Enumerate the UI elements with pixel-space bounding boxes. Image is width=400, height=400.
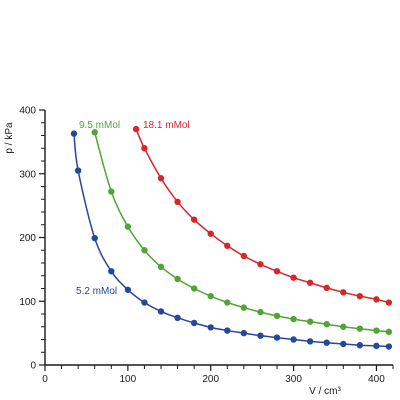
- data-point-series-2: [257, 261, 264, 268]
- data-point-series-1: [385, 328, 393, 336]
- data-point-series-1: [108, 188, 115, 195]
- x-tick-label: 100: [120, 374, 137, 385]
- data-point-series-2: [190, 216, 198, 223]
- x-axis-title: V / cm³: [309, 386, 341, 397]
- x-tick-label: 300: [285, 374, 302, 385]
- data-point-series-0: [91, 234, 98, 242]
- series-label-18-1-mmol: 18.1 mMol: [143, 120, 190, 131]
- data-point-series-1: [323, 321, 330, 328]
- x-axis-ticks: 0 100 200 300 400: [42, 365, 394, 385]
- data-point-series-0: [207, 324, 214, 331]
- data-point-series-0: [290, 336, 297, 343]
- data-point-series-1: [157, 263, 165, 271]
- data-point-series-2: [373, 296, 380, 303]
- data-point-series-2: [157, 175, 165, 182]
- y-axis-title: p / kPa: [4, 122, 15, 154]
- data-point-series-0: [174, 314, 181, 322]
- data-point-series-2: [240, 252, 248, 260]
- data-point-series-1: [190, 285, 198, 292]
- data-point-series-1: [141, 247, 148, 254]
- x-tick-label: 400: [368, 374, 385, 385]
- data-point-series-1: [224, 299, 231, 306]
- data-point-series-2: [340, 289, 347, 296]
- x-tick-label: 200: [202, 374, 219, 385]
- series-label-5-2-mmol: 5.2 mMol: [76, 286, 117, 297]
- data-point-series-2: [323, 284, 330, 292]
- data-point-series-0: [70, 130, 78, 137]
- data-point-series-0: [240, 329, 248, 337]
- data-point-series-0: [356, 342, 364, 349]
- data-point-series-1: [290, 315, 297, 323]
- data-point-series-2: [356, 292, 364, 300]
- data-point-series-2: [132, 125, 140, 133]
- y-axis-ticks: 0 100 200 300 400: [19, 106, 45, 372]
- data-point-series-0: [157, 308, 165, 315]
- data-point-series-0: [385, 343, 393, 350]
- y-tick-label: 400: [19, 106, 36, 117]
- data-point-series-2: [174, 198, 181, 205]
- curves: [73, 128, 390, 348]
- data-point-series-0: [108, 268, 115, 275]
- data-point-series-0: [224, 327, 231, 334]
- data-point-series-2: [273, 268, 281, 275]
- y-tick-label: 200: [19, 233, 36, 244]
- data-point-series-1: [257, 308, 264, 316]
- data-point-series-1: [356, 325, 364, 332]
- data-point-series-1: [373, 327, 380, 334]
- data-point-series-2: [290, 274, 297, 281]
- series-line-1: [93, 132, 389, 333]
- data-point-series-0: [340, 340, 347, 348]
- data-point-series-0: [190, 319, 198, 327]
- series-label-9-5-mmol: 9.5 mMol: [79, 120, 120, 131]
- data-point-series-2: [224, 242, 231, 249]
- data-point-series-0: [373, 342, 380, 350]
- data-point-series-0: [257, 332, 264, 339]
- data-points: [70, 125, 393, 350]
- y-tick-label: 100: [19, 297, 36, 308]
- data-point-series-2: [207, 230, 214, 237]
- data-point-series-0: [323, 339, 330, 346]
- data-point-series-2: [306, 279, 314, 286]
- data-point-series-0: [74, 167, 82, 174]
- data-point-series-1: [273, 312, 281, 320]
- data-point-series-0: [273, 334, 281, 341]
- data-point-series-0: [141, 299, 148, 306]
- data-point-series-1: [91, 129, 98, 136]
- series-line-0: [73, 133, 389, 348]
- data-point-series-0: [124, 286, 132, 293]
- axes: 0 100 200 300 400 0 100 200 300 400: [19, 106, 394, 385]
- y-tick-label: 300: [19, 169, 36, 180]
- y-tick-label: 0: [30, 361, 36, 372]
- data-point-series-2: [141, 145, 148, 152]
- data-point-series-2: [385, 299, 393, 306]
- data-point-series-1: [340, 323, 347, 330]
- data-point-series-1: [240, 304, 248, 311]
- data-point-series-0: [306, 338, 314, 345]
- data-point-series-1: [306, 318, 314, 325]
- data-point-series-1: [207, 292, 214, 300]
- data-point-series-1: [124, 223, 132, 230]
- data-point-series-1: [174, 275, 181, 283]
- x-tick-label: 0: [42, 374, 48, 385]
